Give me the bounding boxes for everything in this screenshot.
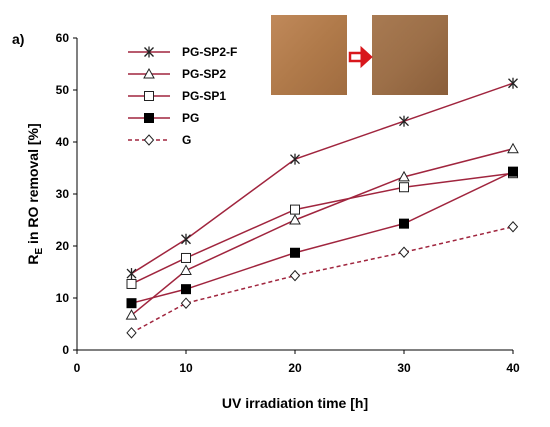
y-tick-label: 60	[56, 31, 70, 45]
x-tick-label: 10	[179, 361, 193, 375]
legend-item: PG	[128, 111, 199, 125]
data-point	[507, 142, 519, 154]
data-point	[180, 297, 192, 309]
data-point	[180, 264, 192, 275]
panel-label: a)	[12, 31, 24, 47]
data-point	[125, 309, 138, 320]
legend-label: PG	[182, 111, 199, 125]
series-g	[126, 221, 519, 339]
legend: PG-SP2-F PG-SP2 PG-SP1 PG G	[128, 45, 237, 147]
data-point	[508, 77, 518, 89]
legend-label: PG-SP1	[182, 89, 226, 103]
data-point	[126, 327, 137, 339]
data-point	[290, 153, 300, 165]
legend-label: G	[182, 133, 191, 147]
sample-before-photo	[271, 15, 347, 95]
series-line	[131, 172, 514, 285]
y-axis-title-subscript: E	[34, 248, 45, 255]
x-tick-label: 20	[288, 361, 302, 375]
legend-label: PG-SP2	[182, 67, 226, 81]
x-tick-label: 0	[74, 361, 81, 375]
legend-item: PG-SP1	[128, 89, 226, 103]
x-ticks: 0 10 20 30 40	[74, 350, 520, 375]
data-point	[508, 166, 518, 177]
data-point	[126, 278, 137, 289]
y-ticks: 0 10 20 30 40 50 60	[56, 31, 77, 357]
legend-item: PG-SP2	[128, 67, 226, 81]
legend-marker	[144, 46, 154, 58]
data-point	[126, 268, 137, 280]
legend-label: PG-SP2-F	[182, 45, 237, 59]
legend-item: G	[128, 133, 191, 147]
inset-photos	[271, 15, 448, 95]
series-pg-sp2	[125, 142, 519, 320]
sample-after-photo	[372, 15, 448, 95]
data-point	[398, 246, 410, 258]
series-layer	[125, 77, 519, 339]
y-axis-title-rest: in RO removal [%]	[25, 123, 41, 247]
x-axis-title: UV irradiation time [h]	[222, 395, 368, 411]
data-point	[399, 182, 409, 193]
y-tick-label: 30	[56, 187, 70, 201]
data-point	[290, 204, 300, 215]
series-pg	[126, 166, 518, 309]
x-tick-label: 30	[397, 361, 411, 375]
series-line	[131, 226, 514, 334]
data-point	[399, 115, 409, 127]
x-tick-label: 40	[506, 361, 520, 375]
legend-marker	[144, 113, 154, 123]
y-tick-label: 50	[56, 83, 70, 97]
data-point	[398, 170, 410, 182]
data-point	[290, 247, 300, 258]
data-point	[126, 298, 137, 309]
data-point	[181, 233, 191, 245]
arrow-icon	[348, 45, 373, 69]
legend-marker	[144, 91, 154, 101]
y-tick-label: 10	[56, 291, 70, 305]
data-point	[289, 269, 301, 282]
data-point	[181, 252, 191, 263]
legend-item: PG-SP2-F	[128, 45, 237, 59]
y-tick-label: 40	[56, 135, 70, 149]
data-point	[399, 218, 409, 229]
data-point	[181, 284, 191, 295]
data-point	[289, 213, 301, 225]
y-tick-label: 0	[62, 343, 69, 357]
data-point	[507, 221, 519, 233]
legend-marker	[143, 67, 155, 79]
y-axis-title-main: R	[25, 255, 41, 265]
y-axis-title: RE in RO removal [%]	[25, 123, 45, 264]
series-pg-sp2-f	[126, 77, 518, 280]
legend-marker	[143, 134, 155, 146]
y-tick-label: 20	[56, 239, 70, 253]
